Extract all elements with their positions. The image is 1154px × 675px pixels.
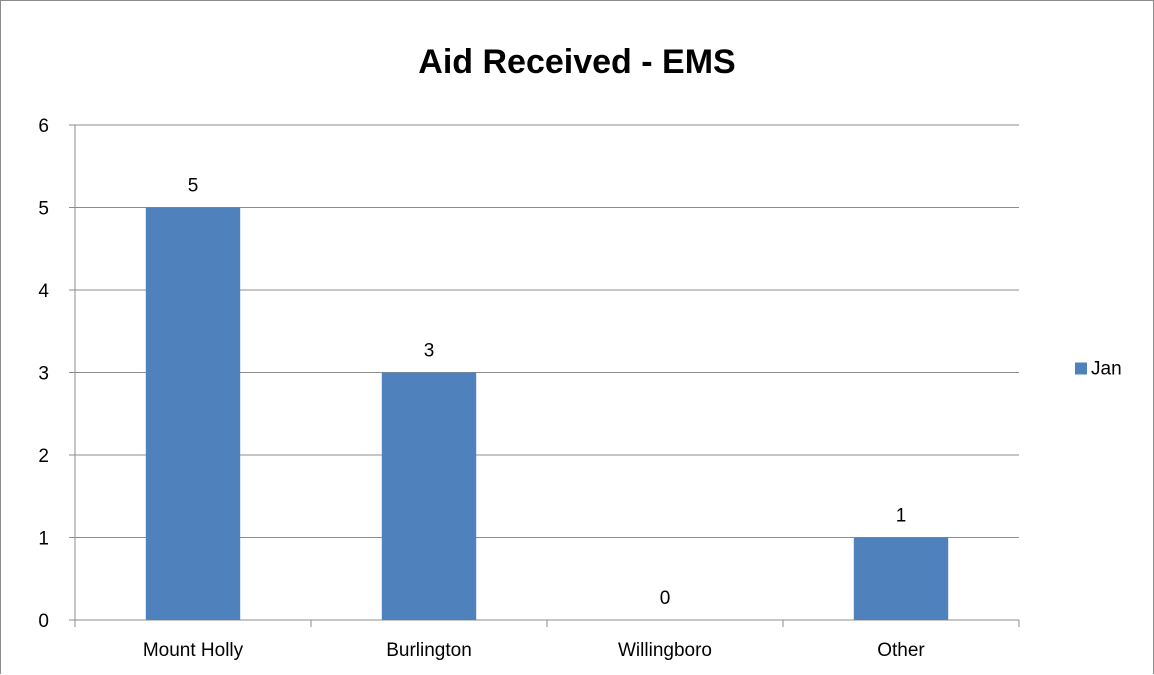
chart-title: Aid Received - EMS <box>418 43 735 81</box>
x-tick-label: Other <box>877 640 925 661</box>
x-tick-label: Mount Holly <box>143 640 244 661</box>
x-tick-label: Willingboro <box>618 640 712 661</box>
y-tick-label: 6 <box>38 116 49 137</box>
y-axis-tick-labels: 0 1 2 3 4 5 6 <box>38 116 49 632</box>
data-labels: 5 3 0 1 <box>188 176 907 610</box>
y-tick-label: 5 <box>38 199 49 220</box>
legend: Jan <box>1075 359 1122 380</box>
y-tick-label: 1 <box>38 529 49 550</box>
y-tick-label: 2 <box>38 446 49 467</box>
data-label: 0 <box>660 588 671 609</box>
bar <box>853 537 949 620</box>
x-tick-label: Burlington <box>386 640 472 661</box>
y-tick-label: 3 <box>38 364 49 385</box>
data-label: 1 <box>896 506 907 527</box>
bar <box>145 207 241 620</box>
bar <box>381 372 477 620</box>
x-axis-tick-labels: Mount Holly Burlington Willingboro Other <box>143 640 926 661</box>
y-tick-label: 0 <box>38 611 49 632</box>
legend-label: Jan <box>1091 359 1122 380</box>
data-label: 5 <box>188 176 199 197</box>
legend-swatch <box>1075 362 1087 375</box>
data-label: 3 <box>424 341 435 362</box>
y-tick-label: 4 <box>38 281 49 302</box>
bars <box>145 207 949 620</box>
